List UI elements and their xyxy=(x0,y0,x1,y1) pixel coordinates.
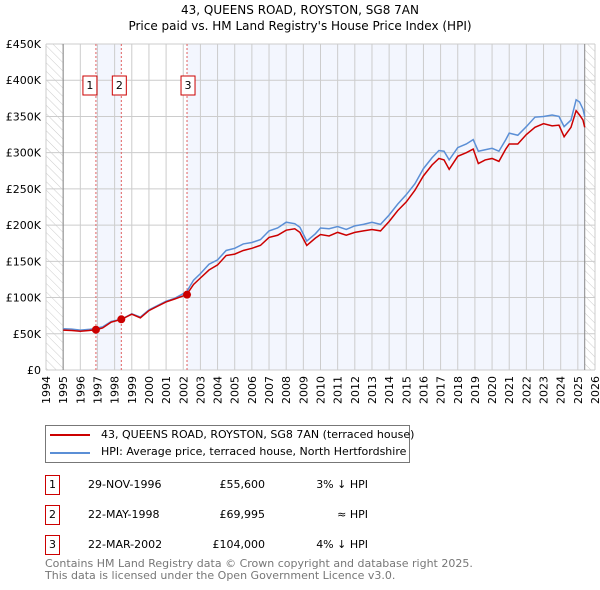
x-tick-label: 2017 xyxy=(435,376,448,404)
sale-point xyxy=(183,290,192,299)
chart-title: 43, QUEENS ROAD, ROYSTON, SG8 7AN xyxy=(181,3,419,17)
x-tick-label: 2012 xyxy=(349,376,362,404)
sale-number: 2 xyxy=(45,505,60,525)
x-tick-label: 1997 xyxy=(91,376,104,404)
x-tick-label: 2013 xyxy=(366,376,379,404)
x-tick-label: 2026 xyxy=(589,376,600,404)
sale-label: 1 xyxy=(86,79,93,92)
x-tick-label: 2010 xyxy=(315,376,328,404)
x-tick-label: 2023 xyxy=(538,376,551,404)
y-tick-label: £50K xyxy=(13,328,42,341)
sale-price: £104,000 xyxy=(212,538,266,551)
x-tick-label: 2022 xyxy=(520,376,533,404)
footer-copyright: Contains HM Land Registry data © Crown c… xyxy=(45,557,473,570)
x-tick-label: 2001 xyxy=(160,376,173,404)
x-tick-label: 2024 xyxy=(555,376,568,404)
x-tick-label: 1999 xyxy=(126,376,139,404)
sale-number: 1 xyxy=(45,475,60,495)
x-tick-label: 2008 xyxy=(280,376,293,404)
x-tick-label: 2020 xyxy=(486,376,499,404)
y-tick-label: £400K xyxy=(6,74,42,87)
sale-row: 3 22-MAR-2002 £104,000 4% ↓ HPI xyxy=(0,535,600,557)
x-tick-label: 2005 xyxy=(229,376,242,404)
hatched-no-data xyxy=(46,44,64,370)
sale-label-box xyxy=(180,75,196,96)
x-tick-label: 2025 xyxy=(572,376,585,404)
x-tick-label: 2006 xyxy=(246,376,259,404)
x-tick-label: 2007 xyxy=(263,376,276,404)
sale-label-box xyxy=(82,75,98,96)
chart-subtitle: Price paid vs. HM Land Registry's House … xyxy=(128,19,471,33)
sale-row: 1 29-NOV-1996 £55,600 3% ↓ HPI xyxy=(0,475,600,497)
shade-band xyxy=(95,44,122,370)
x-tick-label: 1998 xyxy=(109,376,122,404)
sale-label: 2 xyxy=(116,79,123,92)
y-tick-label: £450K xyxy=(6,38,42,51)
x-tick-label: 2000 xyxy=(143,376,156,404)
x-tick-label: 2002 xyxy=(177,376,190,404)
x-tick-label: 2016 xyxy=(417,376,430,404)
y-tick-label: £100K xyxy=(6,292,42,305)
y-tick-label: £350K xyxy=(6,110,42,123)
y-tick-label: £0 xyxy=(27,364,41,377)
sale-label-box xyxy=(111,75,127,96)
legend-swatch-hpi xyxy=(50,452,90,454)
sale-hpi-compare: ≈ HPI xyxy=(337,508,368,521)
footer: Contains HM Land Registry data © Crown c… xyxy=(45,558,473,582)
hatched-no-data xyxy=(584,44,595,370)
x-tick-label: 2019 xyxy=(469,376,482,404)
x-tick-label: 2011 xyxy=(332,376,345,404)
chart: 43, QUEENS ROAD, ROYSTON, SG8 7AN Price … xyxy=(6,3,600,404)
x-tick-label: 2014 xyxy=(383,376,396,404)
sale-hpi-compare: 4% ↓ HPI xyxy=(316,538,368,551)
sale-date: 22-MAY-1998 xyxy=(88,508,160,521)
y-tick-label: £250K xyxy=(6,183,42,196)
shade-band xyxy=(187,44,585,370)
sale-point xyxy=(91,325,100,334)
x-tick-label: 2021 xyxy=(503,376,516,404)
footer-licence: This data is licensed under the Open Gov… xyxy=(45,569,396,582)
x-tick-label: 2009 xyxy=(297,376,310,404)
property-price-line xyxy=(63,109,586,332)
sale-label: 3 xyxy=(185,79,192,92)
y-tick-label: £300K xyxy=(6,147,42,160)
sale-hpi-compare: 3% ↓ HPI xyxy=(316,478,368,491)
x-tick-label: 2018 xyxy=(452,376,465,404)
legend: 43, QUEENS ROAD, ROYSTON, SG8 7AN (terra… xyxy=(45,425,414,463)
legend-label-property: 43, QUEENS ROAD, ROYSTON, SG8 7AN (terra… xyxy=(101,428,415,441)
sale-price: £55,600 xyxy=(219,478,266,491)
sale-price: £69,995 xyxy=(219,508,266,521)
x-tick-label: 1994 xyxy=(40,376,53,404)
x-tick-label: 2003 xyxy=(194,376,207,404)
legend-label-hpi: HPI: Average price, terraced house, Nort… xyxy=(101,445,407,458)
sale-number: 3 xyxy=(45,535,60,555)
x-tick-label: 2004 xyxy=(212,376,225,404)
sale-row: 2 22-MAY-1998 £69,995 ≈ HPI xyxy=(0,505,600,527)
x-tick-label: 2015 xyxy=(400,376,413,404)
x-tick-label: 1995 xyxy=(57,376,70,404)
legend-swatch-property xyxy=(50,434,90,436)
sale-date: 22-MAR-2002 xyxy=(88,538,163,551)
sale-date: 29-NOV-1996 xyxy=(88,478,162,491)
y-tick-label: £150K xyxy=(6,255,42,268)
sale-point xyxy=(117,315,126,324)
x-tick-label: 1996 xyxy=(74,376,87,404)
y-tick-label: £200K xyxy=(6,219,42,232)
